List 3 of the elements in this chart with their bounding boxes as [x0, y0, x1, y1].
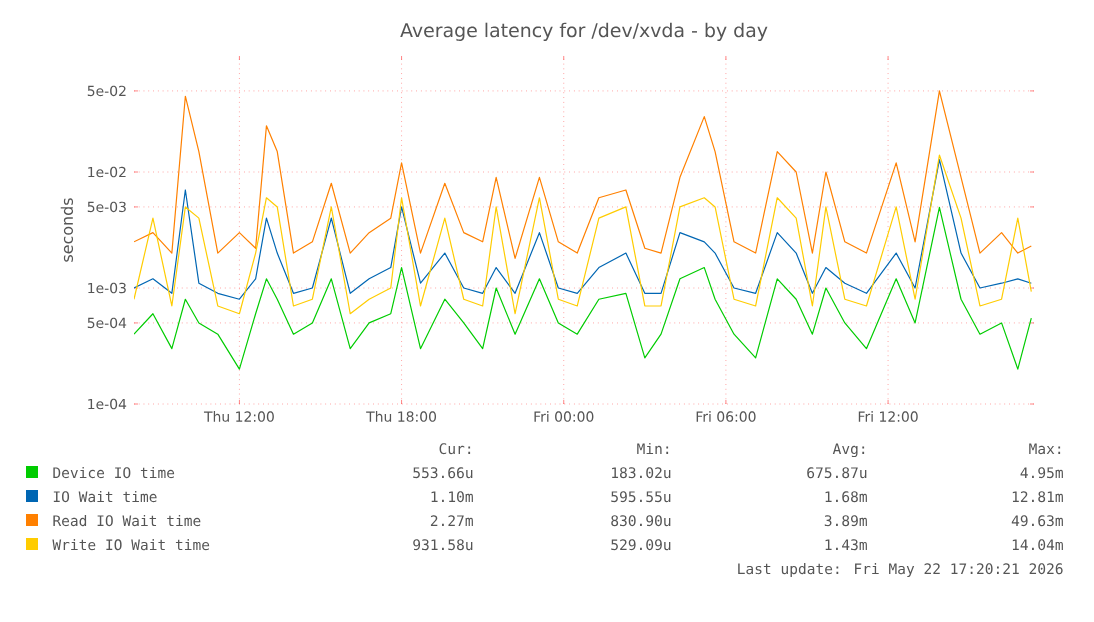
chart-title: Average latency for /dev/xvda - by day [400, 22, 768, 41]
line-series [134, 206, 1032, 370]
line-series [134, 90, 1032, 259]
